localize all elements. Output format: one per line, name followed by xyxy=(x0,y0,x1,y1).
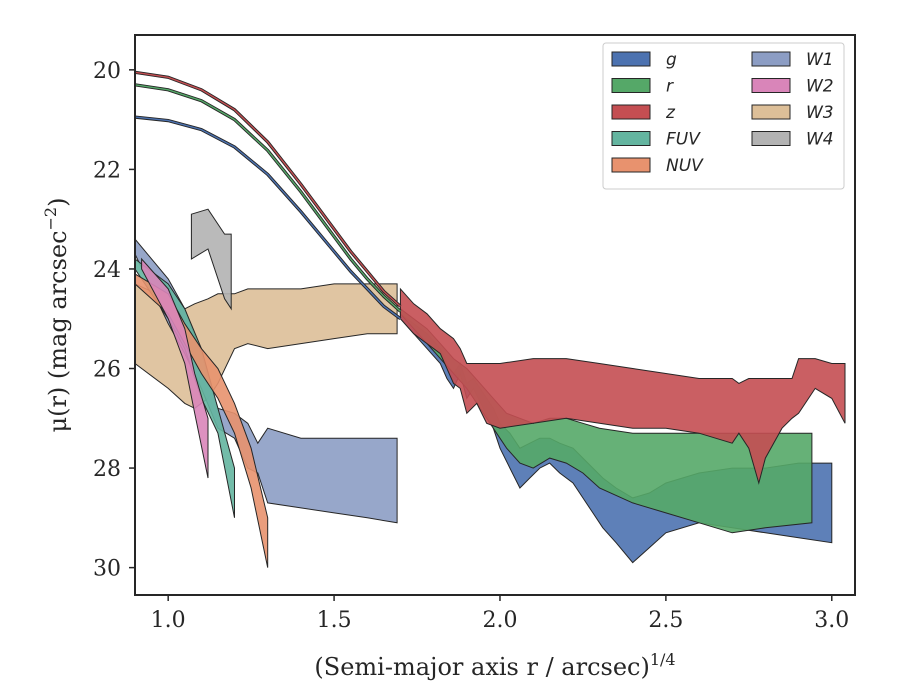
x-tick-label: 2.0 xyxy=(482,608,517,633)
legend-swatch-w3 xyxy=(751,104,791,120)
y-axis-label-sup: −2 xyxy=(41,207,60,231)
legend-label-nuv: NUV xyxy=(666,156,704,176)
legend-swatch-w1 xyxy=(751,51,791,67)
x-tick-label: 1.5 xyxy=(317,608,352,633)
legend-label-w3: W3 xyxy=(806,103,834,123)
y-tick-label: 30 xyxy=(93,557,121,582)
legend-label-r: r xyxy=(666,77,674,97)
y-tick-label: 22 xyxy=(93,158,121,183)
band-z xyxy=(399,287,846,485)
legend-label-w1: W1 xyxy=(806,50,834,70)
legend-label-w4: W4 xyxy=(806,130,834,150)
legend-swatch-nuv xyxy=(611,157,651,173)
y-axis-label-main: μ(r) (mag arcsec xyxy=(44,230,72,432)
profile-lines xyxy=(134,70,402,320)
y-axis-label-tail: ) xyxy=(44,198,72,207)
band-w4 xyxy=(190,208,232,311)
x-axis-label-main: (Semi-major axis r / arcsec) xyxy=(314,653,649,681)
profile-line-z xyxy=(134,71,401,307)
y-axis-label: μ(r) (mag arcsec−2) xyxy=(41,198,72,433)
profile-line-g xyxy=(134,116,401,320)
y-tick-label: 26 xyxy=(93,358,121,383)
x-axis-label-sup: 1/4 xyxy=(650,650,676,669)
band-w2 xyxy=(141,257,209,479)
legend-label-w2: W2 xyxy=(806,77,834,97)
legend-swatch-fuv xyxy=(611,131,651,146)
legend-label-g: g xyxy=(666,50,677,70)
legend-swatch-w4 xyxy=(751,131,791,146)
profile-outline-r xyxy=(134,83,402,313)
y-tick-label: 24 xyxy=(93,258,121,283)
x-axis-label: (Semi-major axis r / arcsec)1/4 xyxy=(314,650,675,681)
profile-line-r xyxy=(134,84,401,312)
x-tick-label: 3.0 xyxy=(814,608,849,633)
legend-swatch-w2 xyxy=(751,78,791,93)
y-axis-ticks: 20 22 24 26 28 30 xyxy=(93,59,135,582)
legend-swatch-r xyxy=(611,78,651,93)
legend-swatch-g xyxy=(611,51,651,67)
legend-label-fuv: FUV xyxy=(666,130,701,150)
x-tick-label: 2.5 xyxy=(648,608,683,633)
y-tick-label: 20 xyxy=(93,59,121,84)
x-tick-label: 1.0 xyxy=(151,608,186,633)
legend-label-z: z xyxy=(665,103,676,123)
band-fills xyxy=(134,208,846,568)
y-tick-label: 28 xyxy=(93,457,121,482)
plot-frame xyxy=(134,34,856,596)
legend: grz FUV NUV W1 W2 W3 W4 xyxy=(602,42,845,190)
legend-swatch-z xyxy=(611,104,651,120)
x-axis-ticks: 1.0 1.5 2.0 2.5 3.0 xyxy=(151,595,849,633)
